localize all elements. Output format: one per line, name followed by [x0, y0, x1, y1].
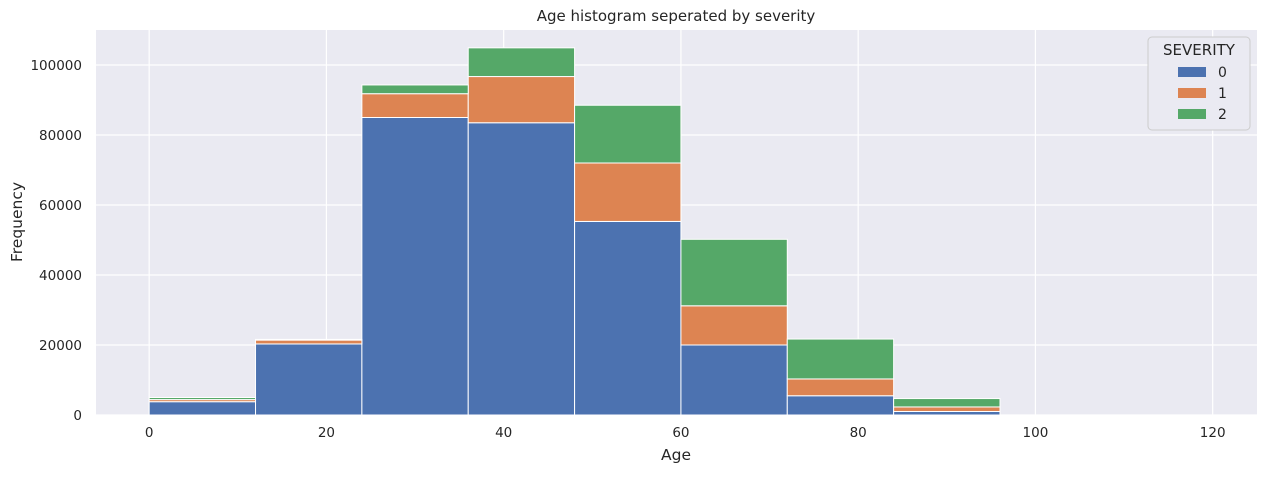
bar-severity-2: [893, 398, 1001, 408]
x-axis-label: Age: [661, 446, 691, 464]
bars: [148, 47, 1001, 416]
bar-severity-0: [148, 401, 257, 416]
y-tick-label: 0: [73, 408, 82, 424]
x-tick-label: 60: [672, 425, 689, 441]
y-axis-label: Frequency: [8, 182, 26, 262]
legend-swatch-0: [1178, 67, 1206, 77]
legend-items: 0 1 2: [1178, 65, 1227, 123]
legend-title: SEVERITY: [1163, 41, 1236, 59]
bar-severity-0: [467, 122, 576, 416]
x-tick-label: 80: [850, 425, 867, 441]
x-tick-label: 40: [495, 425, 512, 441]
bar-severity-1: [255, 339, 363, 345]
bar-severity-0: [786, 395, 895, 416]
bar-severity-0: [680, 344, 788, 416]
legend-label-0: 0: [1218, 65, 1227, 81]
legend-swatch-2: [1178, 109, 1206, 119]
legend-label-1: 1: [1218, 86, 1227, 102]
x-tick-label: 100: [1023, 425, 1049, 441]
legend-label-2: 2: [1218, 107, 1227, 123]
bar-severity-0: [361, 117, 469, 416]
bar-severity-2: [680, 238, 788, 307]
bar-severity-1: [680, 305, 788, 346]
x-tick-label: 20: [318, 425, 335, 441]
bar-severity-1: [361, 93, 469, 118]
legend-box: [1147, 36, 1251, 131]
bar-severity-1: [467, 76, 576, 124]
bar-severity-2: [467, 47, 576, 78]
y-tick-label: 60000: [39, 198, 82, 214]
chart-title: Age histogram seperated by severity: [537, 7, 816, 25]
bar-severity-0: [255, 343, 363, 416]
y-tick-label: 100000: [30, 58, 82, 74]
bar-severity-0: [893, 411, 1001, 416]
bar-severity-1: [574, 162, 682, 222]
y-tick-label: 20000: [39, 338, 82, 354]
x-tick-labels: 0 20 40 60 80 100 120: [145, 425, 1226, 441]
bar-severity-2: [148, 397, 257, 401]
x-tick-label: 0: [145, 425, 154, 441]
bar-severity-2: [574, 104, 682, 164]
bar-severity-1: [893, 406, 1001, 413]
y-tick-labels: 0 20000 40000 60000 80000 100000: [30, 58, 82, 424]
bar-severity-2: [255, 338, 363, 341]
bar-severity-0: [574, 220, 682, 416]
bar-severity-2: [361, 84, 469, 95]
legend-swatch-1: [1178, 88, 1206, 98]
y-tick-label: 40000: [39, 268, 82, 284]
bar-severity-2: [786, 338, 895, 380]
bar-severity-1: [786, 378, 895, 397]
legend: SEVERITY 0 1 2: [1147, 36, 1251, 131]
y-tick-label: 80000: [39, 128, 82, 144]
x-tick-label: 120: [1200, 425, 1226, 441]
